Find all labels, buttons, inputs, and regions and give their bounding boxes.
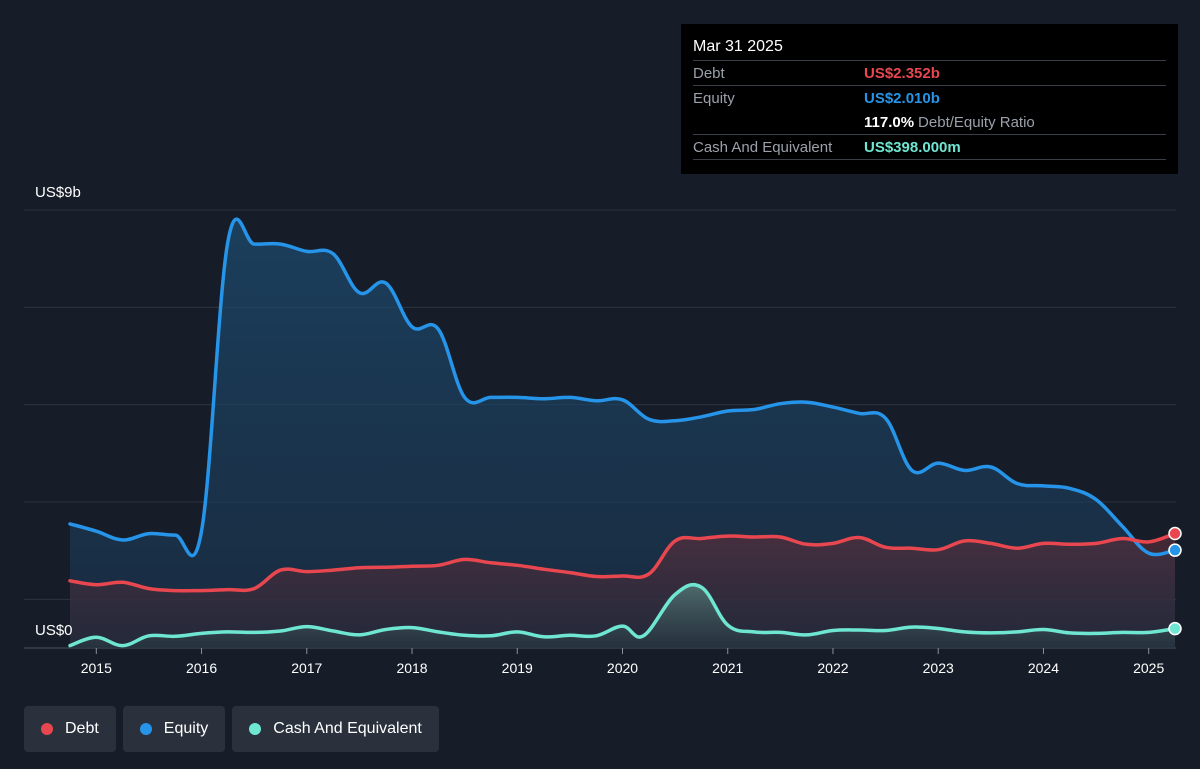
area-equity: [70, 219, 1175, 648]
debt-dot-icon: [41, 723, 53, 735]
tooltip-cash-label: Cash And Equivalent: [693, 138, 833, 156]
tooltip-panel: Mar 31 2025 Debt US$2.352b Equity US$2.0…: [681, 24, 1178, 174]
legend-item-debt[interactable]: Debt: [24, 706, 116, 752]
equity-dot-icon: [139, 723, 152, 735]
x-tick-label: 2023: [923, 660, 954, 676]
cash-dot-icon: [249, 723, 262, 735]
series-areas: [70, 219, 1175, 648]
line-equity: [68, 217, 1177, 558]
x-tick-label: 2024: [1028, 660, 1059, 676]
line-cash-and-equivalent: [68, 582, 1177, 648]
tooltip-equity-label: Equity: [693, 89, 735, 107]
x-tick-label: 2019: [502, 660, 533, 676]
tooltip-row-cash: Cash And Equivalent US$398.000m: [693, 134, 1166, 160]
x-tick-label: 2025: [1133, 660, 1164, 676]
legend-cash-label: Cash And Equivalent: [273, 720, 422, 737]
series-end-dots: [1168, 526, 1182, 636]
x-tick-label: 2015: [81, 660, 112, 676]
tooltip-row-equity: Equity US$2.010b: [693, 85, 1166, 110]
chart: 2015 2016 2017 2018 2019 2020 2021 2022 2023 2024…: [24, 209, 1182, 676]
tooltip-ratio-label: Debt/Equity Ratio: [918, 113, 1035, 131]
legend-item-equity[interactable]: Equity: [122, 706, 226, 752]
tooltip-ratio-value: 117.0%: [864, 113, 915, 131]
line-debt: [68, 531, 1177, 593]
tooltip-date: Mar 31 2025: [693, 38, 783, 55]
tooltip-equity-value: US$2.010b: [864, 89, 940, 107]
legend-equity-label: Equity: [163, 720, 209, 737]
area-cash-and-equivalent: [70, 584, 1175, 648]
end-dot-equity: [1168, 543, 1182, 557]
x-axis-ticks: 2015 2016 2017 2018 2019 2020 2021 2022 2023 2024…: [81, 648, 1164, 676]
end-dot-cash-and-equivalent: [1168, 621, 1182, 636]
y-axis-top-label: US$9b: [35, 184, 81, 201]
y-axis-bottom-label: US$0: [35, 622, 73, 639]
tooltip-debt-label: Debt: [693, 64, 725, 82]
x-tick-label: 2022: [817, 660, 848, 676]
end-dot-debt: [1168, 526, 1182, 541]
area-debt: [70, 533, 1175, 648]
tooltip-row-ratio: 117.0% Debt/Equity Ratio: [693, 110, 1166, 134]
series-lines: [68, 217, 1177, 648]
x-tick-label: 2017: [291, 660, 322, 676]
tooltip-cash-value: US$398.000m: [864, 138, 961, 156]
legend-debt-label: Debt: [65, 720, 99, 737]
tooltip-debt-value: US$2.352b: [864, 64, 940, 82]
x-tick-label: 2016: [186, 660, 217, 676]
legend-item-cash[interactable]: Cash And Equivalent: [232, 706, 439, 752]
x-tick-label: 2021: [712, 660, 743, 676]
legend: Debt Equity Cash And Equivalent: [24, 706, 439, 752]
x-tick-label: 2020: [607, 660, 638, 676]
x-tick-label: 2018: [396, 660, 427, 676]
tooltip-row-debt: Debt US$2.352b: [693, 60, 1166, 85]
